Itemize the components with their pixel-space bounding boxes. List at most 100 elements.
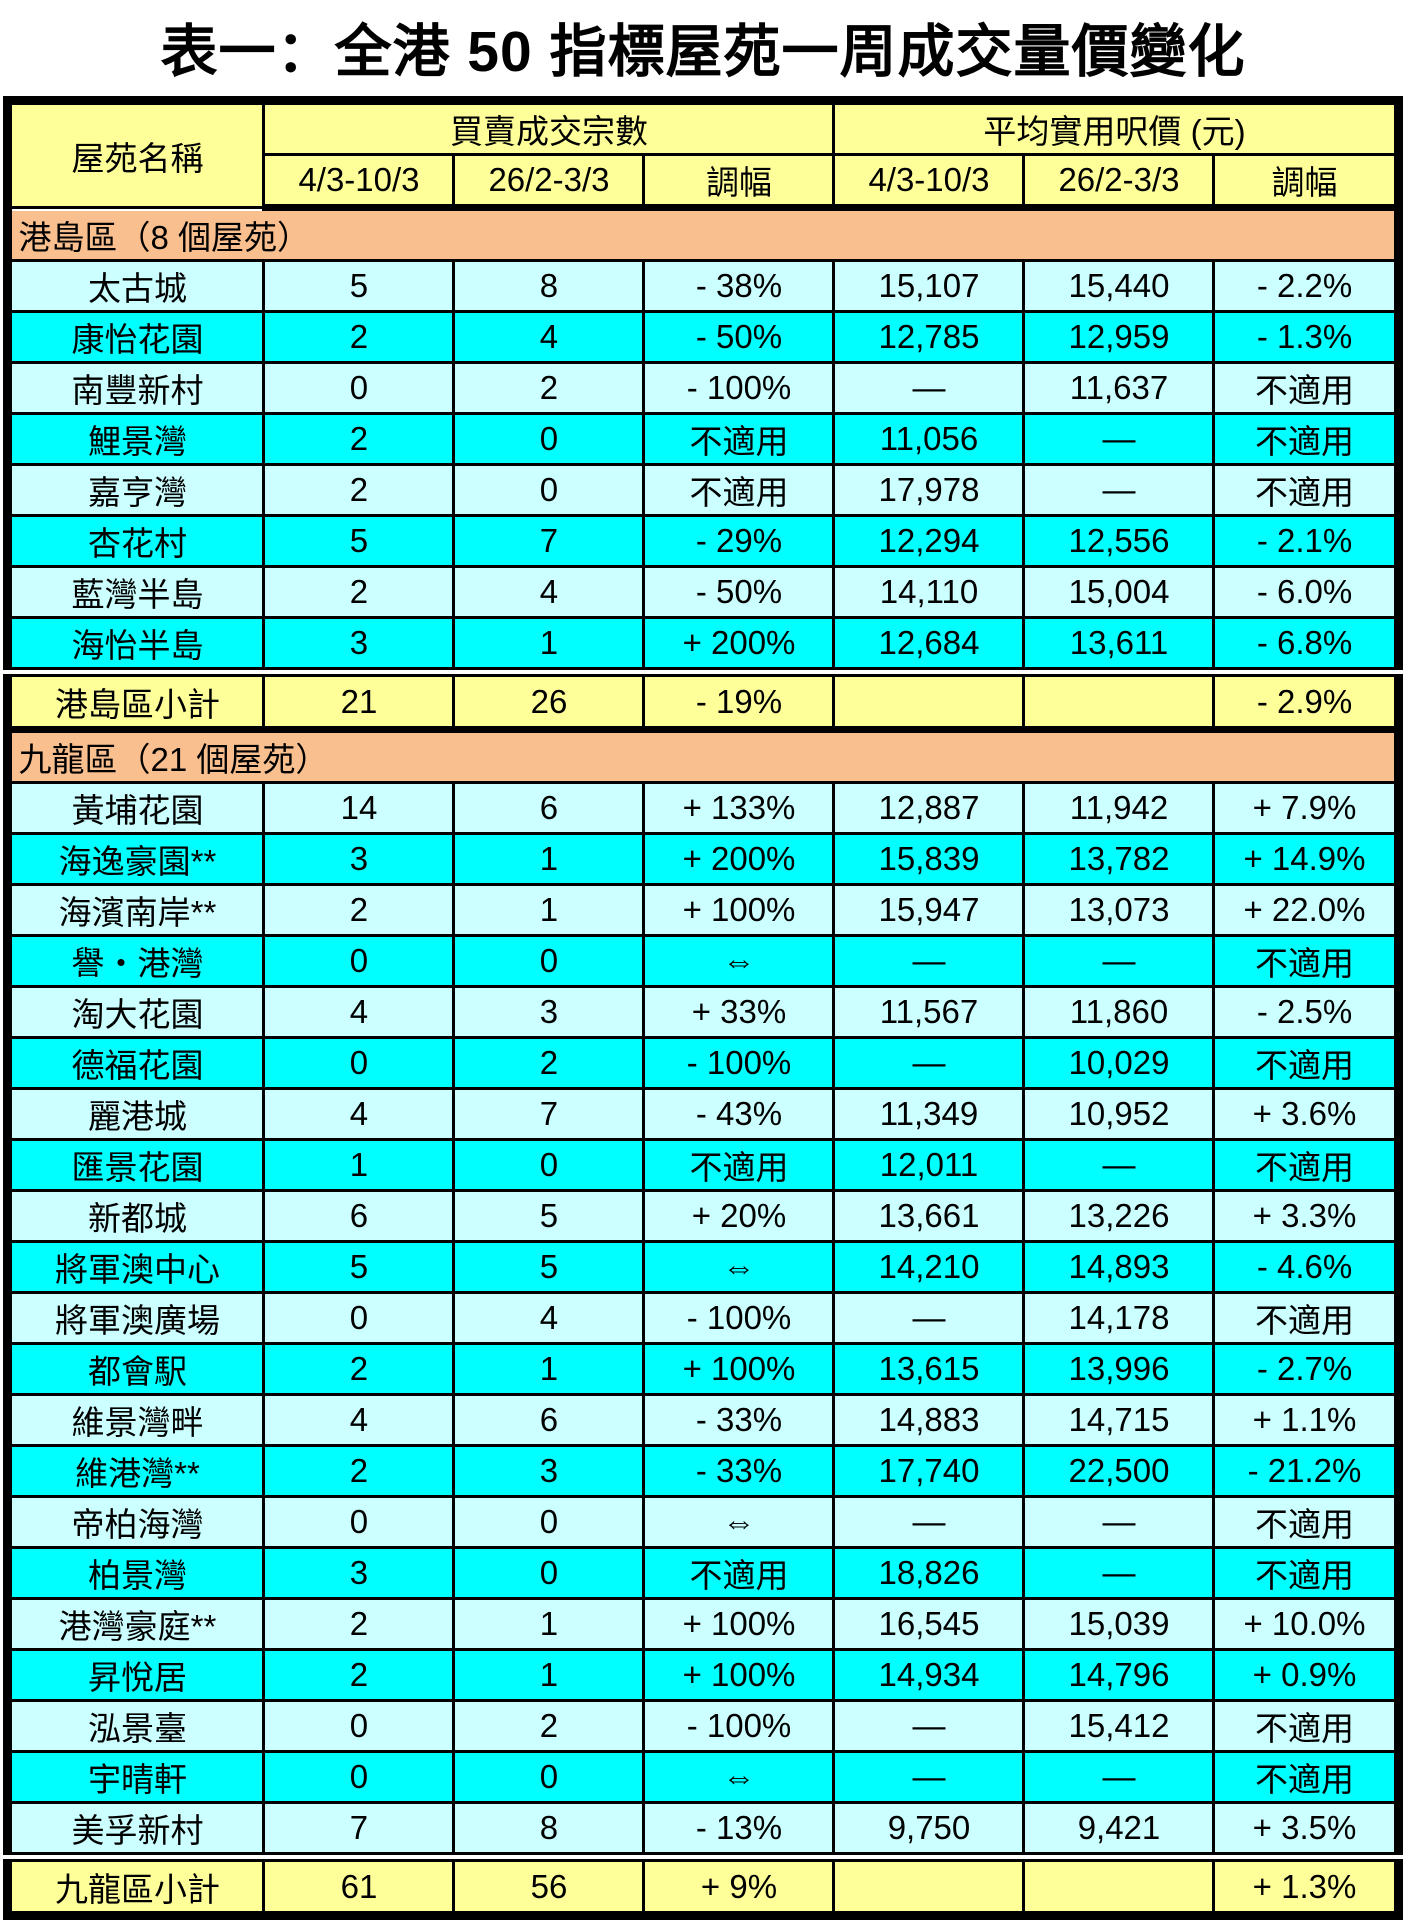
estate-row: 太古城 5 8- 38% 15,107 15,440- 2.2% [6,259,1400,313]
col-header-estate-name: 屋苑名稱 [6,99,266,209]
estate-name: 海濱南岸** [6,883,266,937]
price-previous: 11,860 [1022,985,1216,1039]
vol-current: 4 [262,1087,456,1141]
price-change: 不適用 [1212,1699,1400,1753]
estate-row: 德福花園 0 2- 100% —10,029 不適用 [6,1036,1400,1090]
price-current: — [832,1291,1026,1345]
estate-row: 美孚新村 7 8- 13% 9,750 9,421 + 3.5% [6,1801,1400,1859]
price-change: 不適用 [1212,1138,1400,1192]
subtotal-vol-change: + 9% [642,1852,836,1919]
vol-previous: 0 [452,1138,646,1192]
estate-name: 將軍澳廣場 [6,1291,266,1345]
subtotal-vol-change: - 19% [642,667,836,733]
price-current: 16,545 [832,1597,1026,1651]
price-current: 15,947 [832,883,1026,937]
vol-current: 14 [262,781,456,835]
col-header-price-previous: 26/2-3/3 [1022,153,1216,211]
vol-current: 2 [262,463,456,517]
subtotal-row: 港島區小計 21 26- 19% - 2.9% [6,667,1400,733]
vol-change: + 100% [642,1597,836,1651]
price-current: — [832,1699,1026,1753]
price-change: + 7.9% [1212,781,1400,835]
price-previous: — [1022,1546,1216,1600]
estate-row: 柏景灣 3 0 不適用 18,826— 不適用 [6,1546,1400,1600]
price-current: 11,567 [832,985,1026,1039]
vol-previous: 2 [452,1699,646,1753]
price-change: - 2.7% [1212,1342,1400,1396]
period-header-row: 4/3-10/3 26/2-3/3 調幅 4/3-10/3 26/2-3/3 調… [8,153,1400,211]
price-current: 14,110 [832,565,1026,619]
vol-previous: 5 [452,1189,646,1243]
vol-change: 不適用 [642,412,836,466]
estate-row: 康怡花園 2 4- 50% 12,785 12,959- 1.3% [6,310,1400,364]
estate-row: 新都城 6 5 + 20% 13,661 13,226 + 3.3% [6,1189,1400,1243]
estate-row: 昇悅居 2 1 + 100% 14,934 14,796 + 0.9% [6,1648,1400,1702]
col-group-avg-price: 平均實用呎價 (元) [832,99,1400,156]
estate-row: 將軍澳中心 5 5 ⇔ 14,210 14,893- 4.6% [6,1240,1400,1294]
price-previous: — [1022,934,1216,988]
subtotal-vol-current: 21 [262,667,456,733]
estate-name: 杏花村 [6,514,266,568]
subtotal-price-previous [1022,1852,1216,1919]
estate-row: 鯉景灣 2 0 不適用 11,056— 不適用 [6,412,1400,466]
vol-current: 3 [262,616,456,674]
estate-row: 港灣豪庭** 2 1 + 100% 16,545 15,039 + 10.0% [6,1597,1400,1651]
price-change: - 6.8% [1212,616,1400,674]
subtotal-row: 九龍區小計 61 56 + 9% + 1.3% [6,1852,1400,1919]
vol-previous: 1 [452,1597,646,1651]
price-current: 14,883 [832,1393,1026,1447]
vol-previous: 6 [452,781,646,835]
vol-current: 2 [262,1444,456,1498]
subtotal-estate-name: 港島區小計 [6,667,266,733]
vol-current: 5 [262,259,456,313]
estate-name: 帝柏海灣 [6,1495,266,1549]
estate-row: 海怡半島 3 1 + 200% 12,684 13,611- 6.8% [6,616,1400,674]
estate-row: 杏花村 5 7- 29% 12,294 12,556- 2.1% [6,514,1400,568]
vol-current: 0 [262,1495,456,1549]
subtotal-vol-previous: 56 [452,1852,646,1919]
vol-change: - 100% [642,1291,836,1345]
price-current: 12,011 [832,1138,1026,1192]
col-header-price-current: 4/3-10/3 [832,153,1026,211]
vol-previous: 1 [452,883,646,937]
estate-name: 黃埔花園 [6,781,266,835]
subtotal-price-previous [1022,667,1216,733]
price-change: + 10.0% [1212,1597,1400,1651]
estate-name: 德福花園 [6,1036,266,1090]
vol-previous: 0 [452,1750,646,1804]
vol-change: + 33% [642,985,836,1039]
estate-name: 譽・港灣 [6,934,266,988]
vol-change: + 20% [642,1189,836,1243]
vol-current: 2 [262,1648,456,1702]
estate-name: 新都城 [6,1189,266,1243]
price-previous: 12,959 [1022,310,1216,364]
price-change: 不適用 [1212,412,1400,466]
vol-previous: 2 [452,1036,646,1090]
vol-change: - 13% [642,1801,836,1859]
vol-current: 2 [262,1597,456,1651]
price-current: — [832,1495,1026,1549]
vol-previous: 1 [452,1648,646,1702]
estate-row: 宇晴軒 0 0 ⇔ — — 不適用 [6,1750,1400,1804]
vol-previous: 0 [452,463,646,517]
estate-name: 嘉亨灣 [6,463,266,517]
col-header-vol-previous: 26/2-3/3 [452,153,646,211]
estate-row: 匯景花園 1 0 不適用 12,011— 不適用 [6,1138,1400,1192]
price-current: 11,349 [832,1087,1026,1141]
price-previous: 12,556 [1022,514,1216,568]
estate-name: 美孚新村 [6,1801,266,1859]
price-current: 12,785 [832,310,1026,364]
vol-previous: 5 [452,1240,646,1294]
subtotal-estate-name: 九龍區小計 [6,1852,266,1919]
vol-current: 2 [262,1342,456,1396]
price-previous: 14,178 [1022,1291,1216,1345]
estate-row: 泓景臺 0 2- 100% —15,412 不適用 [6,1699,1400,1753]
price-current: 13,661 [832,1189,1026,1243]
vol-previous: 1 [452,1342,646,1396]
estate-row: 黃埔花園 14 6 + 133% 12,887 11,942 + 7.9% [6,781,1400,835]
subtotal-price-change: - 2.9% [1212,667,1400,733]
price-change: 不適用 [1212,1036,1400,1090]
price-current: — [832,1750,1026,1804]
vol-change: + 100% [642,883,836,937]
group-header-row: 屋苑名稱 買賣成交宗數 平均實用呎價 (元) [6,99,1400,209]
